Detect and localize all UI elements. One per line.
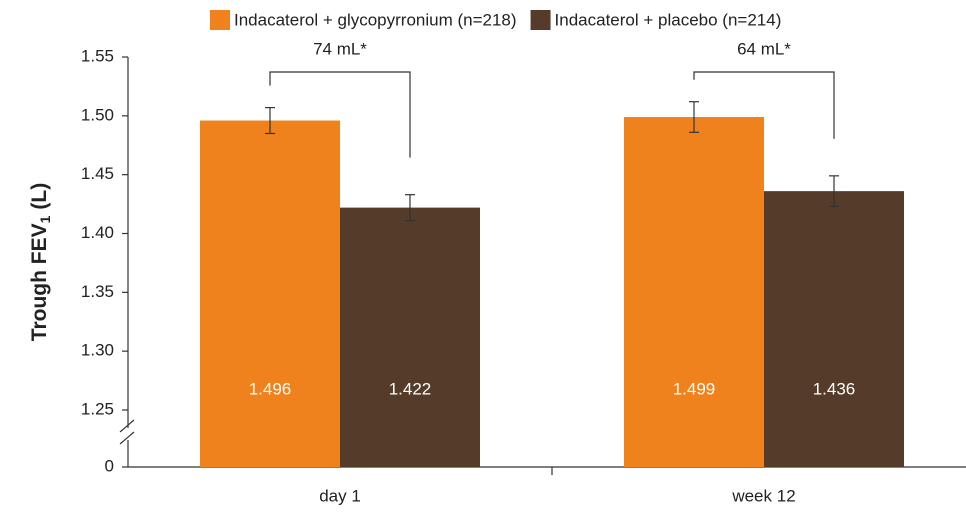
legend-label: Indacaterol + placebo (n=214) (555, 10, 782, 29)
x-tick-label: day 1 (319, 486, 361, 505)
bar (200, 120, 340, 467)
y-axis-label-subscript: 1 (37, 215, 53, 223)
y-axis-label: Trough FEV1 (L) (28, 183, 53, 341)
legend-swatch (210, 10, 230, 30)
value-label: 1.422 (389, 379, 432, 398)
annotation: 74 mL* (313, 39, 367, 58)
y-tick-label: 1.40 (81, 223, 114, 242)
bracket (269, 71, 411, 158)
axis-break (119, 419, 135, 433)
bar (764, 191, 904, 467)
legend-label: Indacaterol + glycopyrronium (n=218) (234, 10, 517, 29)
axis-break (119, 431, 135, 445)
bracket (693, 71, 835, 139)
value-label: 1.436 (813, 379, 856, 398)
annotation: 64 mL* (737, 39, 791, 58)
y-tick-label: 1.30 (81, 341, 114, 360)
value-label: 1.499 (673, 379, 716, 398)
y-tick-label: 1.50 (81, 105, 114, 124)
y-tick-label: 1.35 (81, 282, 114, 301)
bar (340, 207, 480, 467)
x-tick-label: week 12 (731, 486, 795, 505)
y-tick-label: 1.25 (81, 399, 114, 418)
y-tick-label: 1.55 (81, 46, 114, 65)
y-tick-label: 0 (105, 456, 114, 475)
legend-swatch (530, 10, 551, 30)
value-label: 1.496 (249, 379, 292, 398)
bar (624, 117, 764, 467)
y-axis-label-text: Trough FEV (28, 223, 51, 341)
y-axis-label-suffix: (L) (28, 183, 51, 210)
y-tick-label: 1.45 (81, 164, 114, 183)
